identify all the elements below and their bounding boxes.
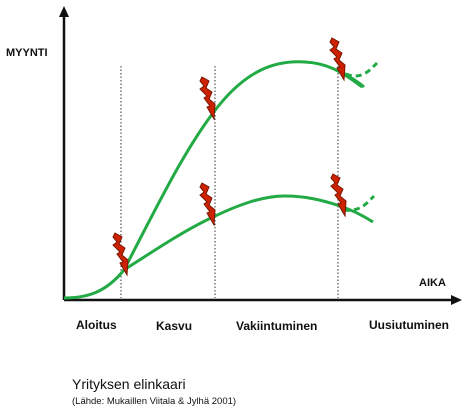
y-axis-arrowhead xyxy=(59,6,69,17)
phase-label-uusiutuminen: Uusiutuminen xyxy=(369,318,449,332)
lightning-bolt-icon xyxy=(112,232,129,276)
phase-label-aloitus: Aloitus xyxy=(76,318,117,332)
lightning-bolt-icon xyxy=(199,76,216,120)
curve-lower xyxy=(123,194,374,272)
curve-upper xyxy=(122,60,363,271)
curve-upper-renewal xyxy=(345,61,379,78)
x-axis-arrowhead xyxy=(451,295,462,305)
caption-title: Yrityksen elinkaari xyxy=(72,376,186,392)
curve-start xyxy=(63,269,126,300)
x-axis-label: AIKA xyxy=(419,277,446,289)
phase-label-vakiintuminen: Vakiintuminen xyxy=(236,319,317,333)
phase-label-kasvu: Kasvu xyxy=(156,319,192,333)
y-axis-label: MYYNTI xyxy=(6,47,48,59)
caption-source: (Lähde: Mukaillen Viitala & Jylhä 2001) xyxy=(72,396,237,407)
curve-lower-renewal xyxy=(343,194,376,212)
